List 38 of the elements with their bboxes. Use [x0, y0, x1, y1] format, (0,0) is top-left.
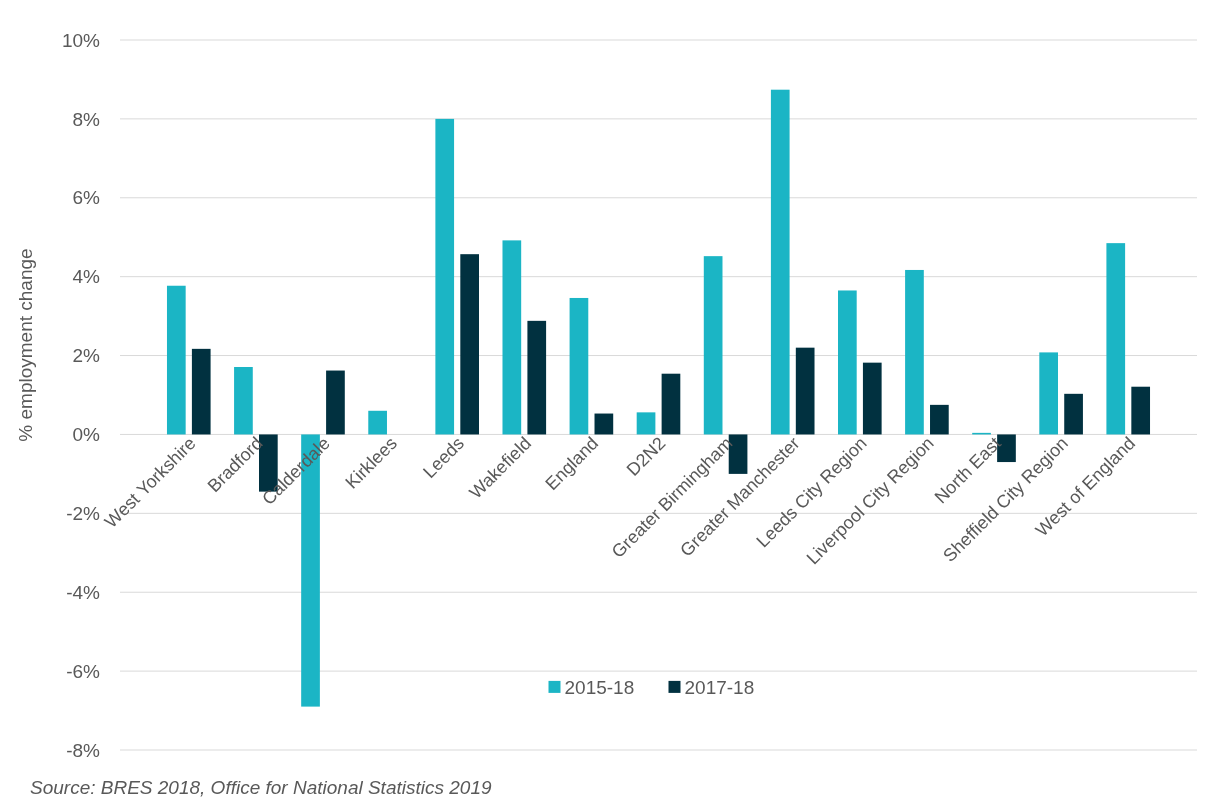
bar [636, 412, 656, 435]
y-tick-label: -4% [66, 581, 101, 603]
y-tick-label: -6% [66, 660, 101, 682]
bar [1039, 352, 1058, 435]
bar [905, 269, 924, 435]
y-tick-label: -2% [66, 502, 101, 524]
bar [594, 413, 614, 435]
bar [569, 297, 589, 435]
bar [460, 254, 479, 435]
legend-label: 2015-18 [564, 676, 635, 698]
bar [770, 89, 790, 435]
y-tick-label: -8% [66, 739, 101, 761]
bar [166, 285, 186, 435]
bar [191, 348, 211, 435]
bar [502, 240, 522, 435]
y-tick-label: 0% [72, 424, 101, 446]
legend-label: 2017-18 [684, 676, 755, 698]
bar [234, 366, 253, 435]
bar [930, 404, 949, 435]
y-tick-label: 10% [61, 29, 101, 51]
source-note: Source: BRES 2018, Office for National Statistics 2019 [30, 777, 492, 798]
bar [435, 118, 455, 435]
y-tick-label: 6% [72, 187, 101, 209]
y-tick-label: 2% [72, 345, 101, 367]
bar [862, 362, 882, 435]
y-tick-label: 8% [72, 108, 101, 130]
bar [527, 320, 547, 435]
bar [1131, 386, 1151, 435]
bar [795, 347, 815, 435]
bar [1106, 243, 1126, 435]
bar [368, 410, 387, 435]
bar [1064, 393, 1083, 435]
bar [703, 256, 723, 435]
bar [838, 290, 857, 435]
y-axis-title: % employment change [15, 248, 36, 442]
y-tick-label: 4% [72, 266, 101, 288]
bar [326, 370, 345, 435]
bar [661, 373, 681, 435]
